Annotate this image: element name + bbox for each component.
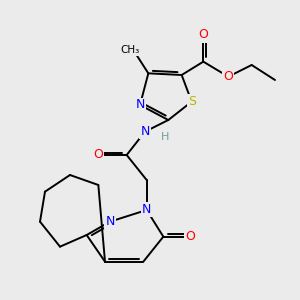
Text: O: O (185, 230, 195, 243)
Text: CH₃: CH₃ (120, 45, 140, 55)
Text: H: H (161, 132, 169, 142)
Text: N: N (135, 98, 145, 112)
Text: N: N (142, 203, 152, 217)
Text: O: O (224, 70, 233, 83)
Text: N: N (105, 215, 115, 228)
Text: O: O (93, 148, 103, 161)
Text: N: N (140, 125, 150, 138)
Text: S: S (188, 95, 196, 108)
Text: O: O (198, 28, 208, 41)
